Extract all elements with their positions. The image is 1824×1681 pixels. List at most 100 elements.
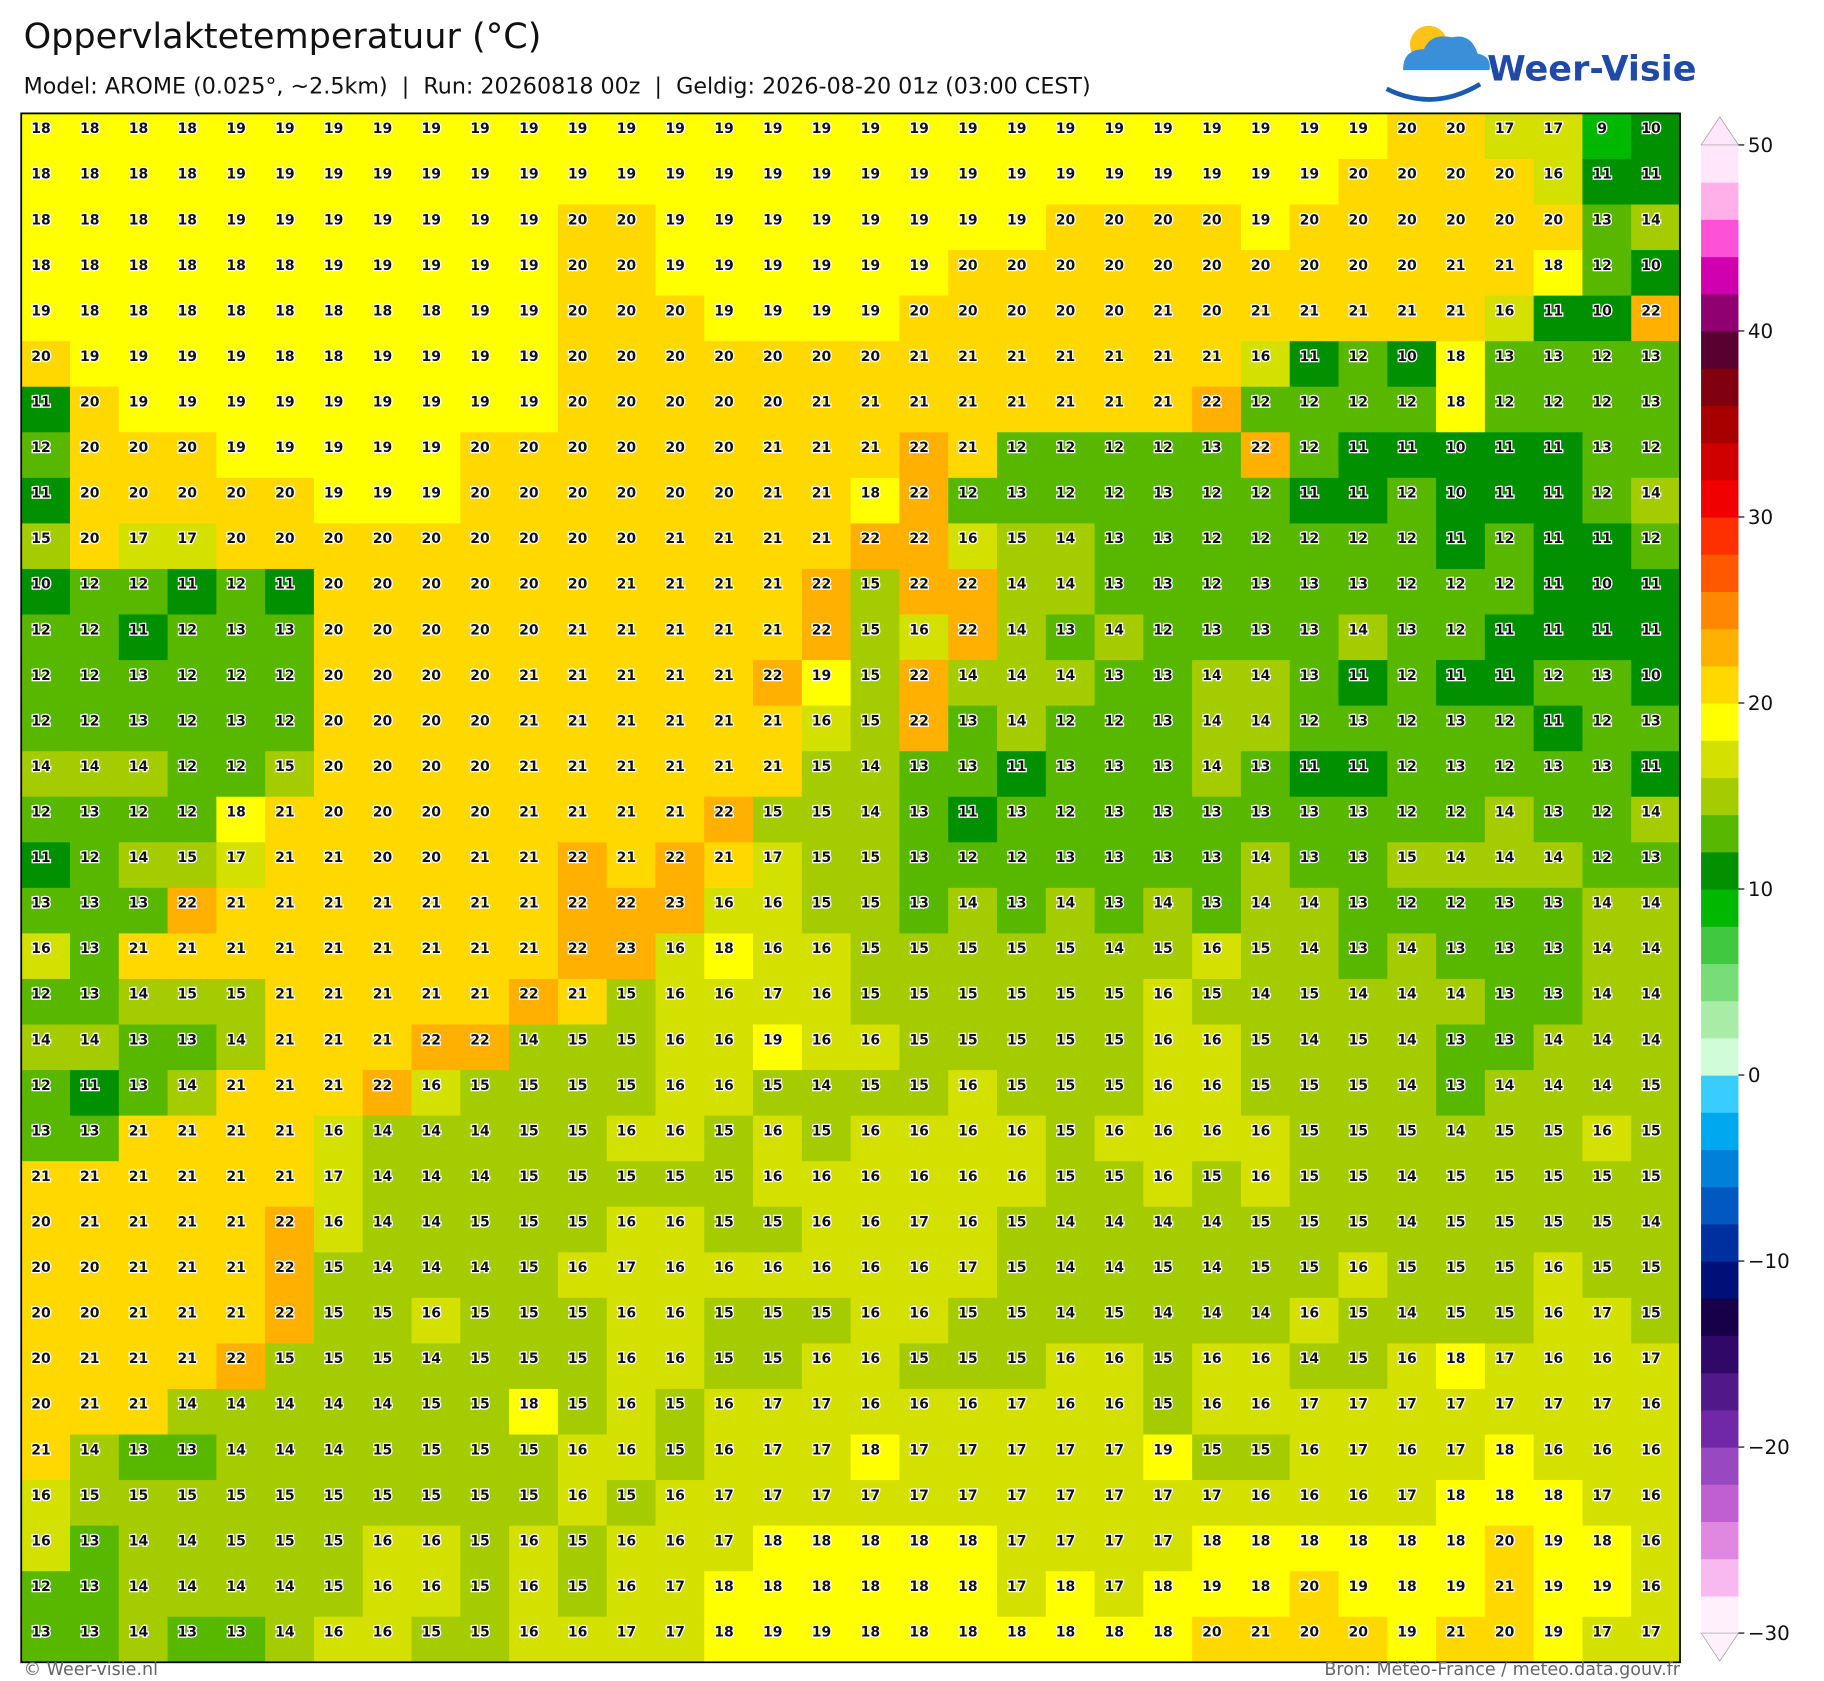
logo-wave (1385, 82, 1482, 102)
temperature-label: 16 (861, 1169, 881, 1185)
temperature-label: 14 (373, 1260, 393, 1276)
temperature-label: 12 (275, 668, 295, 684)
temperature-label: 12 (1544, 668, 1564, 684)
temperature-label: 16 (714, 1442, 734, 1458)
temperature-label: 13 (1641, 349, 1661, 365)
temperature-label: 13 (129, 896, 149, 912)
temperature-label: 17 (617, 1625, 637, 1641)
temperature-cell (1289, 341, 1340, 388)
temperature-label: 18 (275, 258, 295, 274)
temperature-label: 20 (178, 440, 198, 456)
temperature-label: 14 (1007, 713, 1027, 729)
temperature-label: 21 (1446, 258, 1466, 274)
temperature-label: 15 (519, 1488, 539, 1504)
temperature-label: 13 (1446, 713, 1466, 729)
temperature-cell (1631, 295, 1681, 342)
temperature-label: 17 (178, 531, 198, 547)
temperature-label: 15 (763, 1078, 783, 1094)
temperature-label: 14 (129, 1625, 149, 1641)
temperature-cell (313, 705, 364, 752)
temperature-label: 15 (1641, 1123, 1661, 1139)
temperature-cell (1192, 432, 1242, 479)
temperature-label: 16 (714, 1397, 734, 1413)
temperature-label: 17 (665, 1625, 685, 1641)
temperature-label: 16 (665, 1032, 685, 1048)
colorbar-band (1701, 665, 1739, 704)
temperature-cell (70, 250, 120, 297)
temperature-label: 16 (909, 1169, 929, 1185)
temperature-cell (1094, 204, 1145, 251)
temperature-cell (265, 113, 315, 160)
temperature-cell (1143, 477, 1193, 525)
temperature-label: 11 (1641, 577, 1661, 593)
colorbar-band (1701, 1558, 1739, 1597)
temperature-cell (948, 113, 998, 160)
temperature-label: 15 (1007, 531, 1027, 547)
temperature-label: 20 (470, 577, 490, 593)
temperature-cell (216, 432, 266, 479)
colorbar-tick-label: −10 (1748, 1250, 1790, 1273)
temperature-label: 21 (129, 1123, 149, 1139)
temperature-label: 16 (812, 713, 832, 729)
temperature-label: 12 (1397, 577, 1417, 593)
temperature-cell (801, 113, 852, 160)
temperature-label: 15 (373, 1488, 393, 1504)
temperature-cell (996, 204, 1047, 251)
temperature-label: 15 (568, 1579, 588, 1595)
temperature-label: 20 (568, 577, 588, 593)
temperature-cell (362, 477, 413, 525)
temperature-label: 15 (665, 1442, 685, 1458)
temperature-label: 15 (568, 1078, 588, 1094)
temperature-label: 22 (568, 941, 588, 957)
temperature-label: 21 (1153, 394, 1173, 410)
temperature-label: 15 (1348, 1351, 1368, 1367)
temperature-cell (1289, 158, 1340, 206)
temperature-label: 12 (1592, 258, 1612, 274)
temperature-cell (1240, 204, 1291, 251)
temperature-label: 19 (1202, 167, 1222, 183)
temperature-cell (1387, 341, 1437, 388)
temperature-label: 19 (1251, 212, 1271, 228)
temperature-cell (216, 705, 266, 752)
temperature-label: 14 (129, 1579, 149, 1595)
temperature-label: 16 (665, 1260, 685, 1276)
temperature-cell (1143, 341, 1193, 388)
temperature-label: 20 (1446, 121, 1466, 137)
temperature-label: 14 (1202, 1215, 1222, 1231)
temperature-cell (850, 660, 901, 707)
temperature-label: 21 (373, 941, 393, 957)
temperature-label: 19 (568, 121, 588, 137)
temperature-cell (1045, 158, 1096, 206)
temperature-label: 17 (1105, 1533, 1125, 1549)
temperature-label: 21 (763, 759, 783, 775)
temperature-label: 20 (1348, 167, 1368, 183)
temperature-cell (21, 477, 71, 525)
temperature-label: 19 (1446, 1579, 1466, 1595)
temperature-label: 12 (178, 668, 198, 684)
temperature-cell (1094, 295, 1145, 342)
temperature-cell (753, 568, 803, 616)
temperature-cell (1289, 477, 1340, 525)
temperature-label: 21 (714, 622, 734, 638)
temperature-label: 21 (568, 804, 588, 820)
temperature-label: 17 (1397, 1397, 1417, 1413)
temperature-cell (118, 796, 169, 843)
temperature-label: 12 (1495, 394, 1515, 410)
temperature-label: 12 (1105, 440, 1125, 456)
temperature-label: 21 (31, 1442, 51, 1458)
temperature-cell (1631, 432, 1681, 479)
temperature-cell (509, 158, 559, 206)
temperature-cell (1192, 660, 1242, 707)
temperature-label: 15 (1495, 1123, 1515, 1139)
temperature-label: 15 (1251, 941, 1271, 957)
temperature-label: 15 (373, 1306, 393, 1322)
temperature-label: 22 (763, 668, 783, 684)
temperature-label: 16 (1641, 1533, 1661, 1549)
temperature-cell (21, 158, 71, 206)
temperature-cell (167, 477, 218, 525)
colorbar-band (1701, 702, 1739, 741)
colorbar-band (1701, 368, 1739, 406)
temperature-label: 20 (373, 531, 393, 547)
temperature-cell (70, 796, 120, 843)
temperature-label: 21 (1446, 303, 1466, 319)
